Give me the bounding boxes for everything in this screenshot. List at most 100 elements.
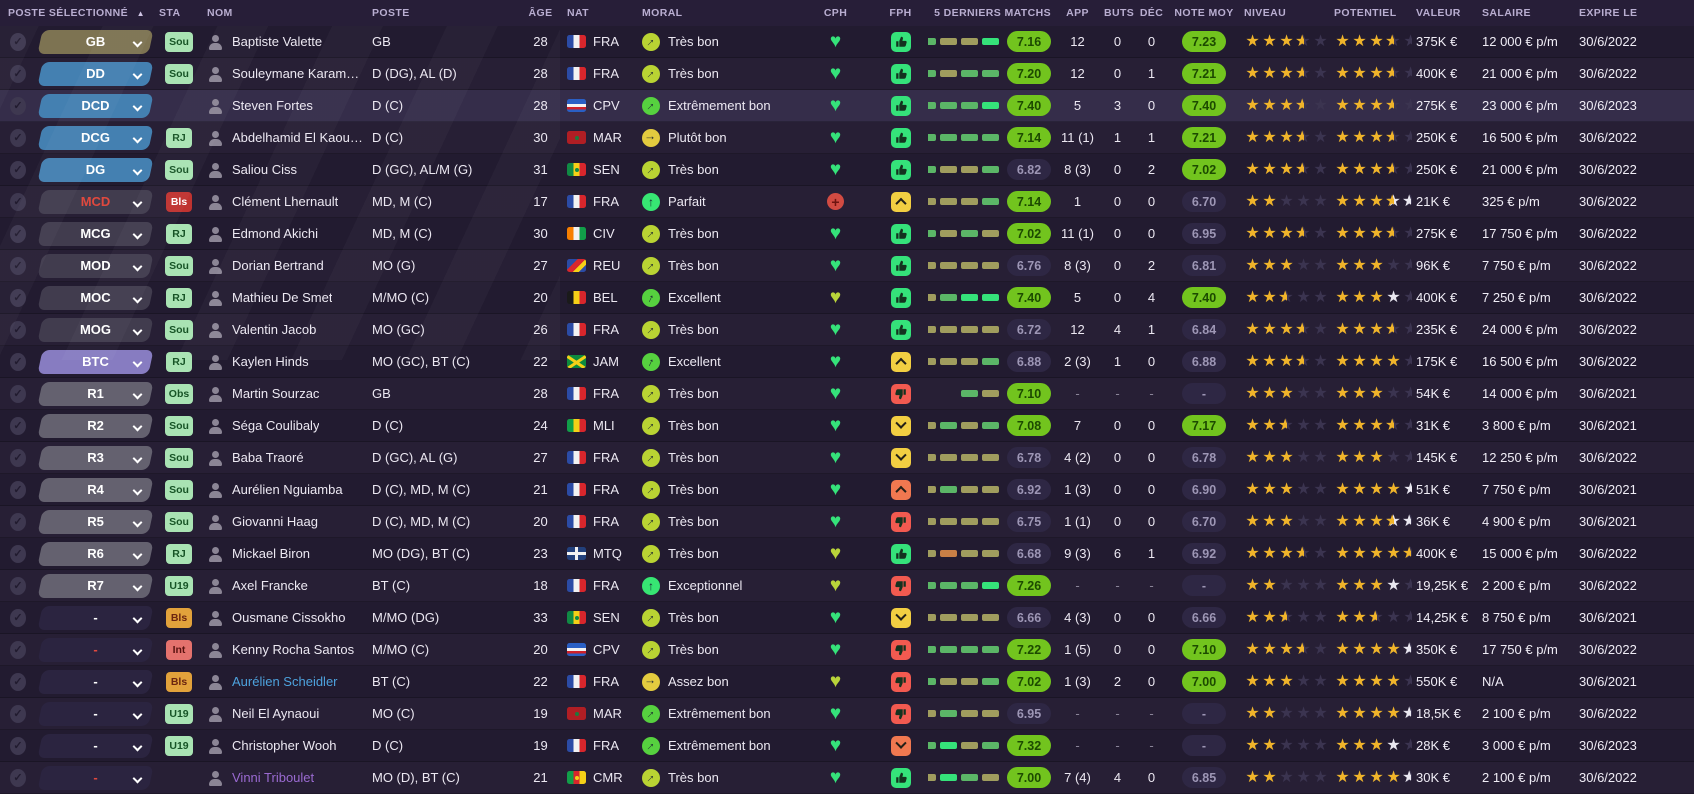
table-row[interactable]: ✓ R2 Sou Séga Coulibaly D (C) 24 MLI ↑ Très bon ♥… — [0, 410, 1694, 442]
table-row[interactable]: ✓ BTC RJ Kaylen Hinds MO (GC), BT (C) 22 JAM ↑ E… — [0, 346, 1694, 378]
table-row[interactable]: ✓ - Vinni Triboulet MO (D), BT (C) 21 CMR ↑ Trè… — [0, 762, 1694, 794]
position-select-pill[interactable]: R2 — [37, 413, 154, 438]
table-row[interactable]: ✓ - Bls Ousmane Cissokho M/MO (DG) 33 SEN ↑ Très… — [0, 602, 1694, 634]
table-row[interactable]: ✓ R4 Sou Aurélien Nguiamba D (C), MD, M (C) 2… — [0, 474, 1694, 506]
player-name-link[interactable]: Saliou Ciss — [232, 162, 298, 177]
row-check-icon[interactable]: ✓ — [10, 32, 26, 51]
table-row[interactable]: ✓ MOC RJ Mathieu De Smet M/MO (C) 20 BEL ↑ Excel… — [0, 282, 1694, 314]
row-check-icon[interactable]: ✓ — [10, 544, 26, 563]
player-name-link[interactable]: Kaylen Hinds — [232, 354, 309, 369]
column-header-salaire[interactable]: SALAIRE — [1482, 7, 1531, 19]
position-select-pill[interactable]: MCD — [37, 189, 154, 214]
column-header-fph[interactable]: FPH — [889, 7, 912, 19]
table-row[interactable]: ✓ MCG RJ Edmond Akichi MD, M (C) 30 CIV ↑ Très b… — [0, 218, 1694, 250]
row-check-icon[interactable]: ✓ — [10, 736, 26, 755]
position-select-pill[interactable]: MOD — [37, 253, 154, 278]
table-row[interactable]: ✓ MCD Bls Clément Lhernault MD, M (C) 17 FRA ↑ P… — [0, 186, 1694, 218]
player-name-link[interactable]: Christopher Wooh — [232, 738, 337, 753]
row-check-icon[interactable]: ✓ — [10, 640, 26, 659]
player-name-link[interactable]: Valentin Jacob — [232, 322, 317, 337]
table-row[interactable]: ✓ DCD Steven Fortes D (C) 28 CPV ↑ Extrêmement … — [0, 90, 1694, 122]
column-header-buts[interactable]: BUTS — [1104, 7, 1135, 19]
row-check-icon[interactable]: ✓ — [10, 352, 26, 371]
position-select-pill[interactable]: - — [37, 605, 154, 630]
player-name-link[interactable]: Dorian Bertrand — [232, 258, 324, 273]
player-name-link[interactable]: Aurélien Scheidler — [232, 674, 338, 689]
position-select-pill[interactable]: - — [37, 637, 154, 662]
table-row[interactable]: ✓ MOD Sou Dorian Bertrand MO (G) 27 REU ↑ Très b… — [0, 250, 1694, 282]
row-check-icon[interactable]: ✓ — [10, 384, 26, 403]
position-select-pill[interactable]: R1 — [37, 381, 154, 406]
table-row[interactable]: ✓ - Bls Aurélien Scheidler BT (C) 22 FRA ↑ Assez… — [0, 666, 1694, 698]
position-select-pill[interactable]: - — [37, 733, 154, 758]
position-select-pill[interactable]: BTC — [37, 349, 154, 374]
row-check-icon[interactable]: ✓ — [10, 704, 26, 723]
row-check-icon[interactable]: ✓ — [10, 96, 26, 115]
position-select-pill[interactable]: DD — [37, 61, 154, 86]
row-check-icon[interactable]: ✓ — [10, 448, 26, 467]
player-name-link[interactable]: Steven Fortes — [232, 98, 313, 113]
position-select-pill[interactable]: - — [37, 765, 154, 790]
player-name-link[interactable]: Neil El Aynaoui — [232, 706, 320, 721]
player-name-link[interactable]: Baba Traoré — [232, 450, 304, 465]
table-row[interactable]: ✓ MOG Sou Valentin Jacob MO (GC) 26 FRA ↑ Très b… — [0, 314, 1694, 346]
player-name-link[interactable]: Martin Sourzac — [232, 386, 320, 401]
row-check-icon[interactable]: ✓ — [10, 608, 26, 627]
row-check-icon[interactable]: ✓ — [10, 672, 26, 691]
position-select-pill[interactable]: MOC — [37, 285, 154, 310]
row-check-icon[interactable]: ✓ — [10, 192, 26, 211]
column-header--ge[interactable]: ÂGE — [528, 7, 553, 19]
column-header-nat[interactable]: NAT — [567, 7, 590, 19]
player-name-link[interactable]: Ousmane Cissokho — [232, 610, 346, 625]
position-select-pill[interactable]: R5 — [37, 509, 154, 534]
position-select-pill[interactable]: GB — [37, 29, 154, 54]
position-select-pill[interactable]: R7 — [37, 573, 154, 598]
column-header-cph[interactable]: CPH — [823, 7, 848, 19]
position-select-pill[interactable]: DCD — [37, 93, 154, 118]
player-name-link[interactable]: Abdelhamid El Kaoutari — [232, 130, 364, 145]
column-header-app[interactable]: APP — [1066, 7, 1089, 19]
row-check-icon[interactable]: ✓ — [10, 512, 26, 531]
column-header-note-moy[interactable]: NOTE MOY — [1174, 7, 1234, 19]
row-check-icon[interactable]: ✓ — [10, 64, 26, 83]
column-header-poste-selectionne[interactable]: POSTE SÉLECTIONNÉ ▲ — [0, 7, 155, 19]
row-check-icon[interactable]: ✓ — [10, 160, 26, 179]
table-row[interactable]: ✓ R7 U19 Axel Francke BT (C) 18 FRA ↑ Exceptionn… — [0, 570, 1694, 602]
player-name-link[interactable]: Edmond Akichi — [232, 226, 318, 241]
table-row[interactable]: ✓ R6 RJ Mickael Biron MO (DG), BT (C) 23 MTQ ↑ T… — [0, 538, 1694, 570]
row-check-icon[interactable]: ✓ — [10, 224, 26, 243]
position-select-pill[interactable]: MCG — [37, 221, 154, 246]
player-name-link[interactable]: Axel Francke — [232, 578, 308, 593]
player-name-link[interactable]: Baptiste Valette — [232, 34, 323, 49]
table-row[interactable]: ✓ DG Sou Saliou Ciss D (GC), AL/M (G) 31 SEN ↑ T… — [0, 154, 1694, 186]
row-check-icon[interactable]: ✓ — [10, 288, 26, 307]
row-check-icon[interactable]: ✓ — [10, 768, 26, 787]
column-header-moral[interactable]: MORAL — [642, 7, 683, 19]
table-row[interactable]: ✓ - U19 Neil El Aynaoui MO (C) 19 MAR ↑ Extrêmem… — [0, 698, 1694, 730]
table-row[interactable]: ✓ - Int Kenny Rocha Santos M/MO (C) 20 CPV ↑ Trè… — [0, 634, 1694, 666]
position-select-pill[interactable]: R6 — [37, 541, 154, 566]
table-row[interactable]: ✓ R5 Sou Giovanni Haag D (C), MD, M (C) 20 FRA… — [0, 506, 1694, 538]
row-check-icon[interactable]: ✓ — [10, 320, 26, 339]
player-name-link[interactable]: Souleymane Karamoko — [232, 66, 364, 81]
table-row[interactable]: ✓ - U19 Christopher Wooh D (C) 19 FRA ↑ Extrêmem… — [0, 730, 1694, 762]
column-header-valeur[interactable]: VALEUR — [1416, 7, 1461, 19]
column-header-expire-le[interactable]: EXPIRE LE — [1579, 7, 1638, 19]
position-select-pill[interactable]: - — [37, 701, 154, 726]
column-header-d-c[interactable]: DÉC — [1139, 7, 1164, 19]
player-name-link[interactable]: Kenny Rocha Santos — [232, 642, 355, 657]
row-check-icon[interactable]: ✓ — [10, 256, 26, 275]
row-check-icon[interactable]: ✓ — [10, 576, 26, 595]
table-row[interactable]: ✓ R3 Sou Baba Traoré D (GC), AL (G) 27 FRA ↑ Trè… — [0, 442, 1694, 474]
table-row[interactable]: ✓ DCG RJ Abdelhamid El Kaoutari D (C) 30 MAR ↑ P… — [0, 122, 1694, 154]
table-row[interactable]: ✓ GB Sou Baptiste Valette GB 28 FRA ↑ Très bon ♥ 7… — [0, 26, 1694, 58]
column-header-potentiel[interactable]: POTENTIEL — [1334, 7, 1397, 19]
column-header-niveau[interactable]: NIVEAU — [1244, 7, 1287, 19]
row-check-icon[interactable]: ✓ — [10, 416, 26, 435]
player-name-link[interactable]: Séga Coulibaly — [232, 418, 320, 433]
player-name-link[interactable]: Aurélien Nguiamba — [232, 482, 343, 497]
row-check-icon[interactable]: ✓ — [10, 480, 26, 499]
row-check-icon[interactable]: ✓ — [10, 128, 26, 147]
player-name-link[interactable]: Mathieu De Smet — [232, 290, 333, 305]
table-row[interactable]: ✓ DD Sou Souleymane Karamoko D (DG), AL (D) 2… — [0, 58, 1694, 90]
